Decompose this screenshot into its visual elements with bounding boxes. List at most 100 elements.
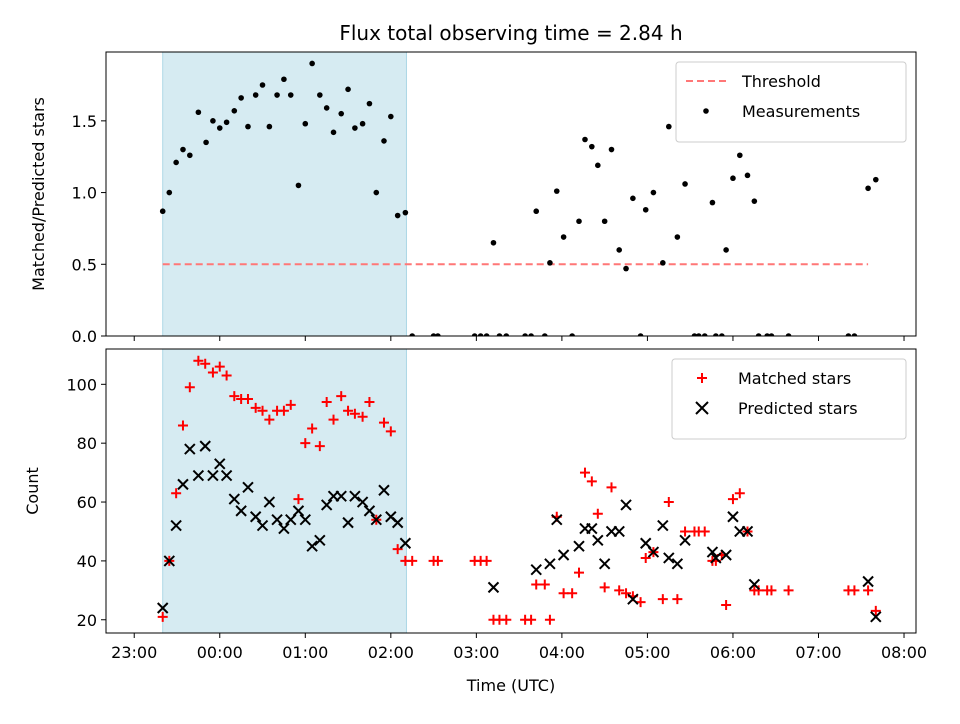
data-point <box>544 558 556 570</box>
observing-window-shade <box>162 349 407 633</box>
data-point <box>321 396 332 407</box>
data-point <box>302 120 309 127</box>
data-point <box>252 92 259 98</box>
plot-area <box>157 349 882 633</box>
data-point <box>159 208 166 215</box>
data-point <box>250 402 261 413</box>
data-point <box>706 546 719 558</box>
series-measurements <box>159 60 879 336</box>
data-point <box>235 505 247 517</box>
y-tick-label: 80 <box>77 434 97 453</box>
data-point <box>338 110 345 117</box>
data-point <box>544 614 555 625</box>
data-point <box>526 614 537 625</box>
data-point <box>177 478 189 491</box>
data-point <box>432 555 443 566</box>
data-point <box>481 555 492 566</box>
data-point <box>663 552 675 564</box>
y-axis-label: Matched/Predicted stars <box>29 97 48 291</box>
data-point <box>627 593 639 605</box>
data-point <box>192 469 205 482</box>
data-point <box>569 333 575 336</box>
data-point <box>263 496 276 508</box>
data-point <box>435 333 441 336</box>
data-point <box>723 247 729 253</box>
data-point <box>865 185 871 192</box>
data-point <box>737 152 743 159</box>
data-point <box>592 534 604 547</box>
data-point <box>863 585 874 596</box>
x-tick-label: 04:00 <box>539 643 585 662</box>
data-point <box>490 239 497 246</box>
data-point <box>614 585 625 596</box>
data-point <box>642 206 649 213</box>
series-predicted-stars <box>157 440 882 623</box>
data-point <box>214 361 225 372</box>
data-point <box>309 60 315 67</box>
data-point <box>748 578 761 591</box>
data-point <box>621 588 632 599</box>
data-point <box>691 333 698 336</box>
data-point <box>370 513 382 526</box>
data-point <box>385 426 396 437</box>
x-tick-label: 01:00 <box>282 643 328 662</box>
legend-measurement-swatch <box>703 108 709 114</box>
data-point <box>287 92 294 98</box>
data-point <box>200 358 211 369</box>
data-point <box>727 494 738 505</box>
data-point <box>391 516 404 529</box>
data-point <box>734 488 745 499</box>
data-point <box>256 519 269 532</box>
axes-frame <box>105 348 917 634</box>
data-point <box>259 82 266 88</box>
data-point <box>623 265 629 272</box>
y-tick-label: 20 <box>77 611 97 630</box>
data-point <box>203 139 209 146</box>
series-matched-stars <box>157 355 881 625</box>
data-point <box>388 113 394 120</box>
data-point <box>292 505 305 517</box>
data-point <box>328 414 339 425</box>
data-point <box>173 159 179 166</box>
data-point <box>586 476 597 487</box>
data-point <box>330 129 337 136</box>
data-point <box>184 443 196 455</box>
data-point <box>266 123 273 130</box>
x-tick-label: 07:00 <box>795 643 841 662</box>
y-axis-label: Count <box>23 467 42 515</box>
data-point <box>573 567 584 578</box>
data-point <box>530 564 542 576</box>
data-point <box>845 333 852 336</box>
data-point <box>264 414 275 425</box>
legend-predicted-swatch <box>695 401 709 415</box>
data-point <box>214 458 226 470</box>
data-point <box>751 198 758 204</box>
data-point <box>586 522 598 535</box>
data-point <box>719 333 725 336</box>
top-panel: 0.0 0.5 1.0 1.5 Matched/Predicted stars Thres… <box>29 51 917 346</box>
data-point <box>528 333 534 336</box>
data-point <box>647 546 660 558</box>
data-point <box>366 100 373 107</box>
data-point <box>539 579 550 590</box>
data-point <box>170 519 182 532</box>
data-point <box>557 549 570 561</box>
legend-label: Predicted stars <box>738 399 858 418</box>
data-point <box>721 600 732 611</box>
data-point <box>637 333 644 336</box>
data-point <box>238 95 244 101</box>
data-point <box>207 469 219 482</box>
data-point <box>216 125 223 131</box>
data-point <box>547 260 553 266</box>
data-point <box>671 558 684 570</box>
data-point <box>768 333 775 336</box>
data-point <box>589 143 595 150</box>
data-point <box>592 508 603 519</box>
data-point <box>582 136 588 143</box>
data-point <box>356 496 369 508</box>
data-point <box>666 123 672 130</box>
data-point <box>180 146 186 153</box>
data-point <box>409 333 416 336</box>
data-point <box>730 175 736 182</box>
data-point <box>471 333 478 336</box>
